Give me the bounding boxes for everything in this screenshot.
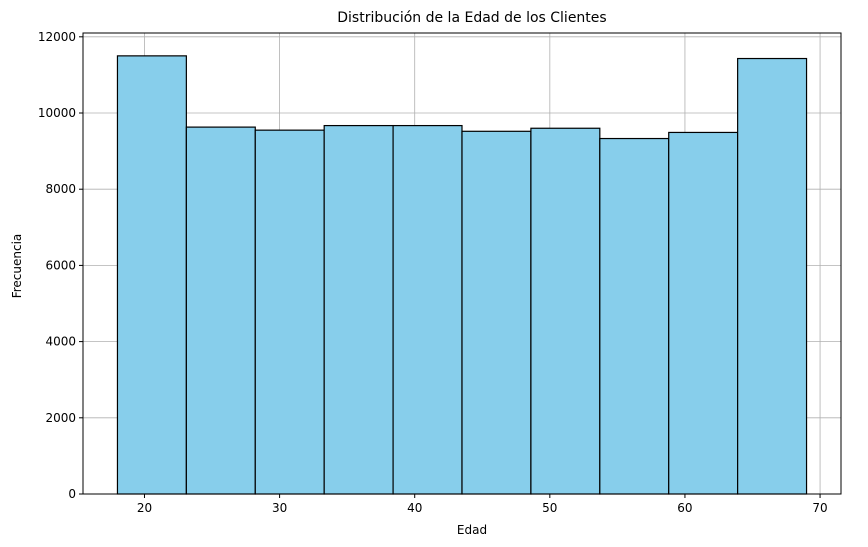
histogram-bar-0: [116, 55, 187, 495]
bars: [116, 55, 808, 495]
y-tick-label-3: 6000: [45, 258, 76, 272]
x-tick-label-2: 40: [407, 501, 422, 515]
y-tick-label-5: 10000: [38, 106, 76, 120]
y-tick-label-4: 8000: [45, 182, 76, 196]
histogram-bar-8: [668, 131, 739, 495]
y-axis-label: Frecuencia: [10, 234, 24, 299]
chart-title: Distribución de la Edad de los Clientes: [337, 10, 606, 26]
x-tick-label-5: 70: [812, 501, 827, 515]
y-tick-label-6: 12000: [38, 30, 76, 44]
x-tick-label-3: 50: [542, 501, 557, 515]
histogram-bar-1: [185, 126, 256, 495]
histogram-bar-6: [530, 127, 601, 495]
y-tick-label-0: 0: [68, 487, 76, 501]
y-tick-label-1: 2000: [45, 411, 76, 425]
tick-labels: 20 30 40 50 60 70 0 2000 4000 6000 8000 10000 12000: [38, 30, 828, 515]
x-axis-label: Edad: [457, 523, 487, 537]
x-tick-label-0: 20: [137, 501, 152, 515]
histogram-bar-9: [737, 57, 808, 495]
y-tick-label-2: 4000: [45, 335, 76, 349]
histogram-bar-5: [461, 130, 532, 495]
x-tick-label-1: 30: [272, 501, 287, 515]
histogram-bar-3: [323, 124, 394, 495]
histogram-bar-2: [254, 129, 325, 495]
plot-frame: [82, 32, 842, 495]
axes: [79, 32, 842, 498]
x-tick-label-4: 60: [677, 501, 692, 515]
histogram-bar-4: [392, 124, 463, 495]
histogram-bar-7: [599, 137, 670, 495]
